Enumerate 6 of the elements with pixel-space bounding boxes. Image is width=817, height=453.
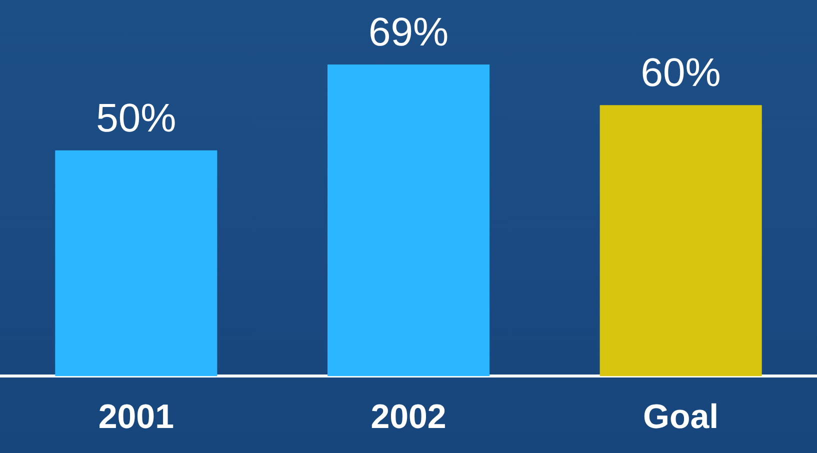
x-tick-label: 2001 — [98, 398, 174, 436]
x-tick-label: 2002 — [370, 398, 446, 436]
data-label: 60% — [640, 51, 721, 96]
data-label: 69% — [368, 10, 449, 55]
data-label: 50% — [96, 96, 176, 140]
x-tick-label: Goal — [643, 398, 719, 436]
